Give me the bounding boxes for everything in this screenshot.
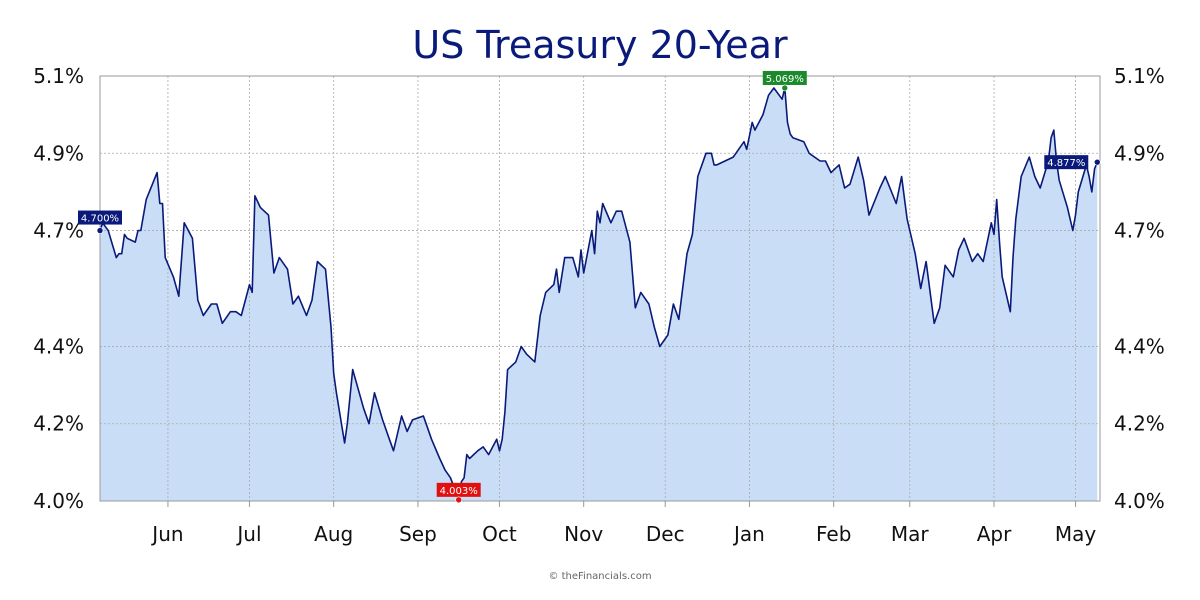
x-tick-label: Apr — [977, 522, 1012, 546]
x-tick-label: Jun — [150, 522, 183, 546]
annotation-min-box — [436, 482, 481, 497]
annotation-start-label: 4.700% — [81, 214, 119, 225]
annotations: 4.700% 4.003% 5.069% 4.877% — [78, 70, 1101, 504]
x-tick-label: Jan — [732, 522, 765, 546]
y-tick-label-left: 4.7% — [33, 219, 84, 243]
y-tick-label-left: 4.9% — [33, 141, 84, 165]
annotation-end-point — [1093, 158, 1101, 166]
y-tick-label-right: 5.1% — [1114, 64, 1165, 88]
y-tick-label-left: 5.1% — [33, 64, 84, 88]
y-tick-label-left: 4.2% — [33, 412, 84, 436]
annotation-end-box — [1044, 155, 1089, 170]
annotation-min-point — [455, 496, 462, 504]
series-line — [99, 87, 1099, 501]
x-tick-label: Dec — [646, 522, 685, 546]
x-tick-label: Mar — [891, 522, 930, 546]
y-tick-label-left: 4.0% — [33, 489, 84, 513]
x-tick-label: Sep — [399, 522, 437, 546]
annotation-max-box — [762, 70, 807, 85]
plot-area — [99, 76, 1100, 501]
y-tick-label-right: 4.4% — [1114, 334, 1165, 358]
x-tick-label: Jul — [235, 522, 261, 546]
x-tick-label: Oct — [482, 522, 517, 546]
annotation-max-point — [781, 84, 789, 92]
y-tick-label-right: 4.7% — [1114, 219, 1165, 243]
plot-frame — [99, 75, 1101, 502]
annotation-max-label: 5.069% — [766, 74, 804, 85]
x-tick-label: Nov — [564, 522, 603, 546]
y-tick-label-right: 4.0% — [1114, 489, 1165, 513]
annotation-start-point — [96, 227, 104, 234]
y-tick-label-right: 4.9% — [1114, 141, 1165, 165]
axes: 4.0% 4.0% 4.2% 4.2% 4.4% 4.4% 4.7% 4.7% 4.9% 4.9%… — [33, 64, 1165, 546]
credit-text: © theFinancials.com — [548, 571, 651, 582]
annotation-end-label: 4.877% — [1047, 158, 1085, 169]
annotation-min-label: 4.003% — [440, 486, 478, 497]
x-tick-label: May — [1055, 522, 1097, 546]
annotation-start-box — [78, 210, 122, 225]
chart-title: US Treasury 20-Year — [412, 23, 788, 67]
x-tick-label: Aug — [314, 522, 353, 546]
x-tick-label: Feb — [816, 522, 851, 546]
series-area — [100, 88, 1098, 501]
y-tick-label-left: 4.4% — [33, 334, 84, 358]
y-tick-label-right: 4.2% — [1114, 412, 1165, 436]
